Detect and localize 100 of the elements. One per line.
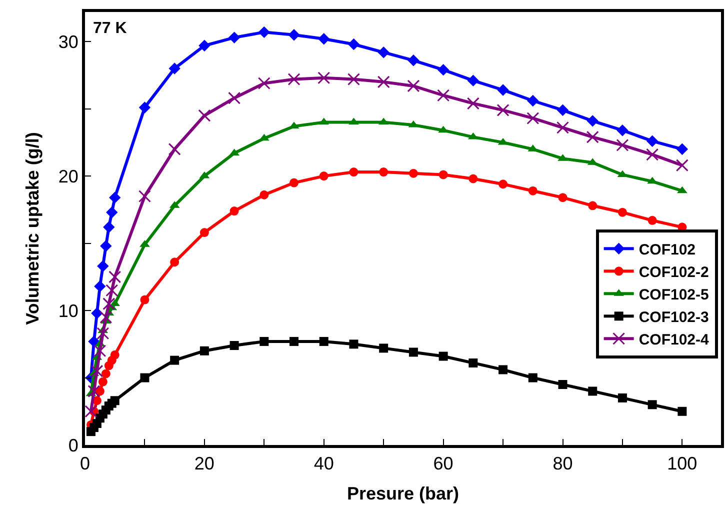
point	[437, 89, 450, 102]
x-axis-title: Presure (bar)	[346, 484, 460, 504]
point	[497, 84, 509, 96]
point	[170, 356, 180, 365]
point	[528, 373, 538, 382]
point	[618, 393, 627, 402]
point	[290, 178, 299, 188]
point	[200, 346, 209, 356]
point	[170, 258, 180, 267]
point	[96, 327, 110, 340]
point	[588, 201, 598, 210]
point	[319, 172, 328, 181]
point	[110, 350, 120, 360]
point	[90, 364, 104, 378]
x-tick-label: 80	[552, 454, 573, 474]
point	[558, 380, 568, 389]
y-axis-title: Volumetric uptake (g/l)	[22, 132, 43, 325]
point	[102, 298, 116, 310]
point	[379, 344, 388, 353]
point	[228, 92, 241, 104]
x-tick-label: 100	[667, 454, 698, 474]
point	[168, 142, 181, 156]
legend-label: COF102-2	[638, 264, 709, 281]
x-tick-label: 60	[433, 454, 454, 474]
y-tick-label: 30	[58, 32, 78, 52]
point	[646, 148, 659, 161]
point	[88, 384, 100, 398]
point	[100, 311, 112, 324]
point	[100, 240, 112, 252]
point	[109, 192, 121, 204]
point	[168, 62, 180, 74]
legend-label: COF102-3	[638, 309, 709, 326]
point	[466, 97, 480, 110]
x-tick-label: 40	[314, 454, 334, 474]
point	[408, 348, 418, 357]
point	[496, 104, 510, 116]
y-tick-label: 0	[68, 435, 78, 456]
point	[101, 369, 110, 378]
point	[468, 358, 478, 368]
point	[230, 340, 239, 350]
point	[408, 168, 418, 178]
point	[106, 206, 118, 218]
point	[228, 32, 240, 44]
point	[140, 373, 150, 382]
point	[108, 270, 122, 284]
point	[258, 77, 270, 90]
point	[349, 340, 358, 349]
point	[348, 38, 360, 50]
point	[498, 365, 508, 374]
point	[528, 186, 538, 196]
point	[526, 112, 540, 124]
point	[260, 336, 269, 346]
point	[290, 336, 299, 346]
point	[260, 190, 269, 200]
point	[616, 138, 629, 152]
y-tick-label: 10	[58, 300, 78, 321]
point	[378, 46, 390, 58]
point	[438, 352, 448, 361]
point	[347, 72, 360, 86]
point	[556, 104, 569, 116]
point	[198, 109, 211, 122]
point	[288, 72, 300, 86]
point	[618, 208, 627, 217]
point	[319, 336, 328, 346]
point	[288, 29, 300, 41]
legend-label: COF102-5	[638, 286, 709, 304]
x-tick-label: 20	[194, 454, 214, 474]
point	[437, 64, 450, 76]
point	[110, 396, 120, 406]
point	[94, 280, 106, 292]
point	[646, 135, 658, 147]
point	[556, 121, 569, 134]
point	[586, 115, 598, 127]
point	[379, 168, 388, 177]
point	[258, 26, 270, 38]
point	[138, 102, 151, 114]
point	[103, 221, 115, 234]
legend-label: COF102	[638, 242, 696, 258]
point	[558, 193, 568, 202]
point	[648, 400, 657, 410]
point	[138, 190, 151, 202]
point	[588, 386, 598, 396]
point	[527, 94, 539, 107]
point	[676, 143, 688, 156]
point	[318, 33, 330, 45]
point	[467, 74, 480, 86]
point	[349, 168, 358, 177]
point	[91, 307, 103, 320]
point	[586, 130, 599, 144]
point	[377, 76, 390, 88]
point	[230, 206, 239, 216]
point	[198, 40, 210, 52]
point	[85, 405, 98, 418]
point	[407, 80, 420, 92]
point	[98, 377, 108, 386]
legend-label: COF102-4	[638, 332, 710, 348]
point	[676, 159, 688, 172]
annotation: 77 K	[93, 20, 128, 37]
point	[200, 228, 209, 238]
point	[106, 284, 118, 297]
